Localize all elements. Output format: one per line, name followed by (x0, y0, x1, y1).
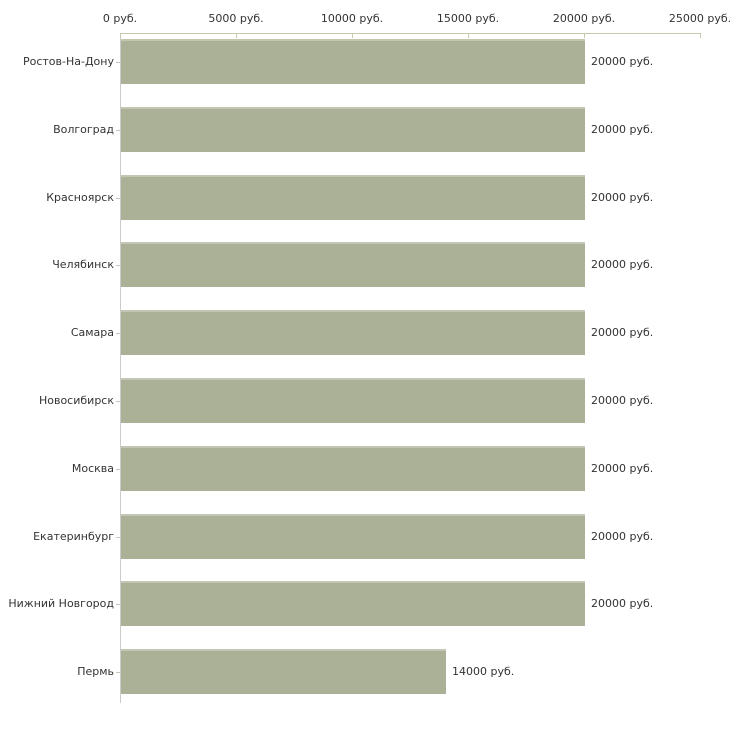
category-label: Москва (71, 462, 114, 475)
x-axis-tick-mark (120, 33, 121, 38)
x-axis-tick-label: 15000 руб. (436, 12, 500, 25)
value-label: 20000 руб. (591, 123, 654, 136)
value-label: 20000 руб. (591, 326, 654, 339)
y-axis-line (120, 33, 121, 703)
bar (121, 378, 585, 423)
value-label: 20000 руб. (591, 55, 654, 68)
bar (121, 649, 446, 694)
value-label: 20000 руб. (591, 394, 654, 407)
x-axis-line (120, 33, 701, 34)
x-axis-tick-mark (236, 33, 237, 38)
category-label: Красноярск (46, 191, 114, 204)
value-label: 20000 руб. (591, 597, 654, 610)
category-tick-mark (116, 401, 120, 402)
value-label: 20000 руб. (591, 530, 654, 543)
x-axis-tick-mark (468, 33, 469, 38)
value-label: 20000 руб. (591, 191, 654, 204)
value-label: 20000 руб. (591, 258, 654, 271)
x-axis-tick-label: 25000 руб. (668, 12, 730, 25)
category-label: Волгоград (53, 123, 114, 136)
category-tick-mark (116, 537, 120, 538)
bar (121, 310, 585, 355)
bar (121, 242, 585, 287)
x-axis-tick-mark (352, 33, 353, 38)
category-tick-mark (116, 469, 120, 470)
category-tick-mark (116, 672, 120, 673)
bar (121, 581, 585, 626)
value-label: 20000 руб. (591, 462, 654, 475)
category-tick-mark (116, 333, 120, 334)
category-tick-mark (116, 604, 120, 605)
bar (121, 175, 585, 220)
category-tick-mark (116, 130, 120, 131)
category-label: Самара (70, 326, 114, 339)
x-axis-tick-mark (700, 33, 701, 38)
bar (121, 39, 585, 84)
category-tick-mark (116, 265, 120, 266)
category-label: Челябинск (52, 258, 114, 271)
bar (121, 446, 585, 491)
category-label: Пермь (77, 665, 114, 678)
category-label: Ростов-На-Дону (22, 55, 114, 68)
x-axis-tick-mark (584, 33, 585, 38)
category-tick-mark (116, 62, 120, 63)
x-axis-tick-label: 5000 руб. (208, 12, 264, 25)
value-label: 14000 руб. (452, 665, 515, 678)
category-label: Нижний Новгород (8, 597, 114, 610)
x-axis-tick-label: 20000 руб. (552, 12, 616, 25)
category-label: Новосибирск (38, 394, 114, 407)
bar (121, 514, 585, 559)
category-tick-mark (116, 198, 120, 199)
category-label: Екатеринбург (33, 530, 114, 543)
x-axis-tick-label: 10000 руб. (320, 12, 384, 25)
x-axis-tick-label: 0 руб. (102, 12, 138, 25)
bar (121, 107, 585, 152)
